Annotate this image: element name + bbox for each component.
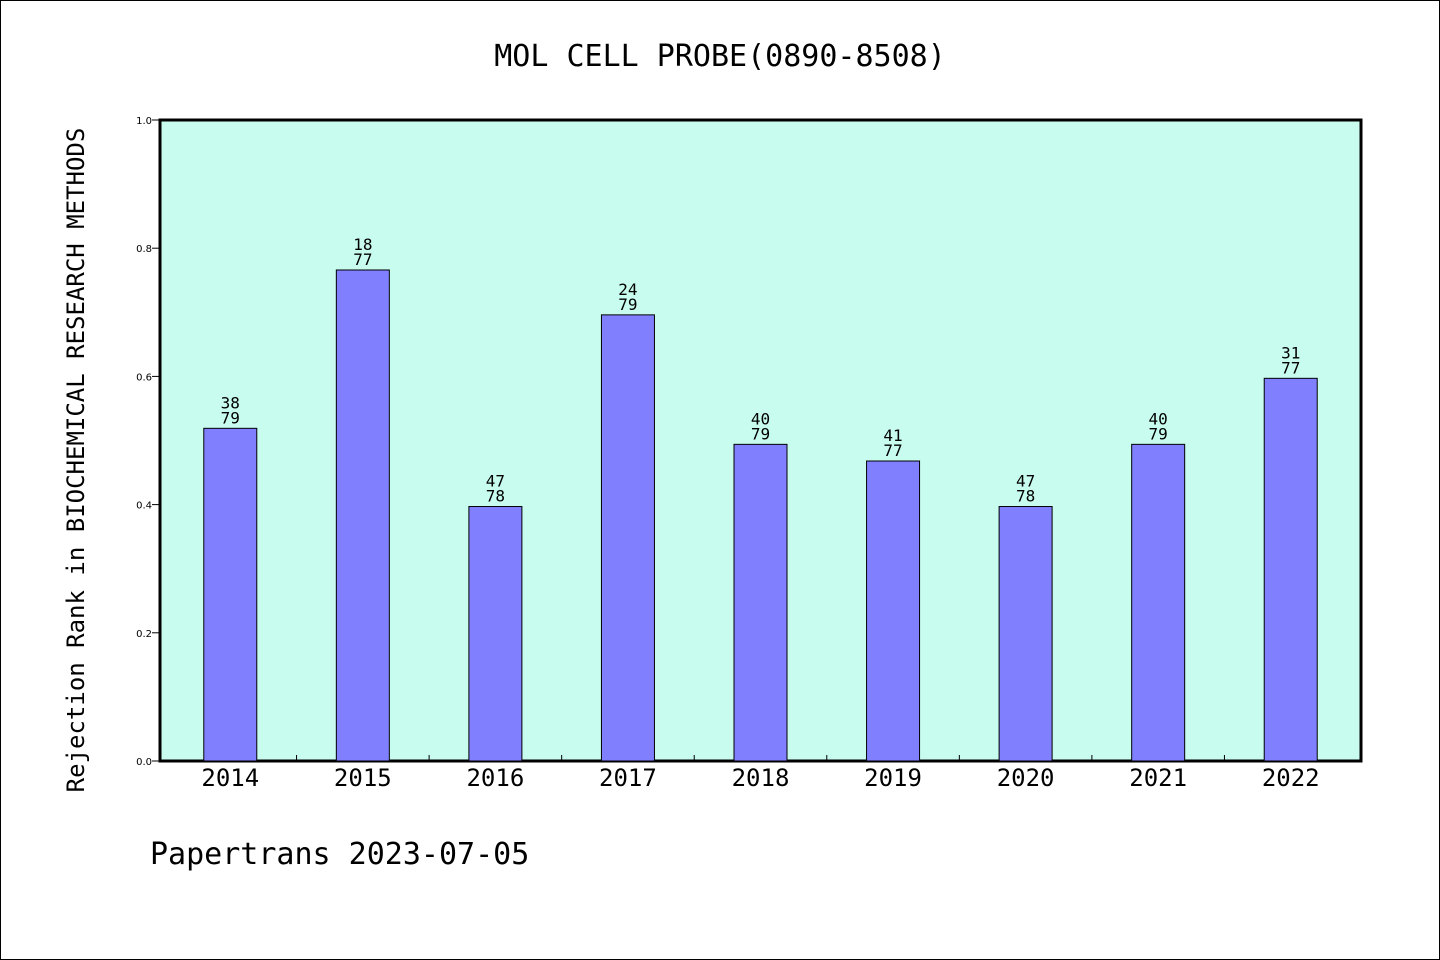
chart-title: MOL CELL PROBE(0890-8508) — [494, 39, 946, 74]
y-tick-label-0.0: 0.0 — [136, 757, 152, 768]
bar-2019 — [866, 460, 921, 762]
y-tick-label-1.0: 1.0 — [136, 116, 152, 127]
bar-2016 — [468, 506, 523, 762]
y-tick-label-0.8: 0.8 — [136, 244, 152, 255]
bar-2022 — [1263, 377, 1318, 762]
bar-label-total-2021: 79 — [1149, 424, 1168, 443]
bar-label-total-2019: 77 — [883, 441, 902, 460]
y-tick-label-0.6: 0.6 — [136, 372, 152, 383]
y-axis-label: Rejection Rank in BIOCHEMICAL RESEARCH M… — [62, 128, 90, 793]
bar-label-rank-2018: 40 — [751, 409, 770, 428]
x-tick-label-2014: 2014 — [201, 764, 259, 792]
bar-2020 — [998, 506, 1053, 762]
bar-2017 — [600, 314, 655, 762]
bar-2018 — [733, 443, 788, 762]
x-tick-label-2018: 2018 — [732, 764, 790, 792]
bar-label-rank-2015: 18 — [353, 235, 372, 254]
bar-label-total-2016: 78 — [486, 487, 505, 506]
bar-label-total-2018: 79 — [751, 424, 770, 443]
x-tick-label-2016: 2016 — [466, 764, 524, 792]
bar-label-rank-2021: 40 — [1149, 409, 1168, 428]
y-tick-label-0.4: 0.4 — [136, 501, 152, 512]
x-axis-ticks: 2014 2015 2016 2017 2018 2019 2020 2021 2022 — [201, 755, 1320, 792]
bar-label-rank-2016: 47 — [486, 472, 505, 491]
bar-label-rank-2022: 31 — [1281, 343, 1300, 362]
bar-label-total-2017: 79 — [618, 295, 637, 314]
x-tick-label-2022: 2022 — [1262, 764, 1320, 792]
bar-label-rank-2014: 38 — [221, 393, 240, 412]
bar-label-total-2020: 78 — [1016, 487, 1035, 506]
bar-label-total-2014: 79 — [221, 408, 240, 427]
bar-label-total-2022: 77 — [1281, 358, 1300, 377]
bar-label-rank-2020: 47 — [1016, 472, 1035, 491]
bar-2014 — [203, 427, 258, 762]
x-tick-label-2021: 2021 — [1129, 764, 1187, 792]
bar-label-rank-2019: 41 — [883, 426, 902, 445]
bar-2021 — [1131, 443, 1186, 762]
bar-label-total-2015: 77 — [353, 250, 372, 269]
y-tick-label-0.2: 0.2 — [136, 629, 152, 640]
y-axis-ticks: 0.0 0.2 0.4 0.6 0.8 1.0 — [136, 116, 160, 768]
x-tick-label-2017: 2017 — [599, 764, 657, 792]
x-tick-label-2019: 2019 — [864, 764, 922, 792]
footer-credit: Papertrans 2023-07-05 — [150, 837, 529, 872]
x-tick-label-2020: 2020 — [997, 764, 1055, 792]
bar-label-rank-2017: 24 — [618, 280, 637, 299]
x-tick-label-2015: 2015 — [334, 764, 392, 792]
bar-2015 — [335, 269, 390, 762]
